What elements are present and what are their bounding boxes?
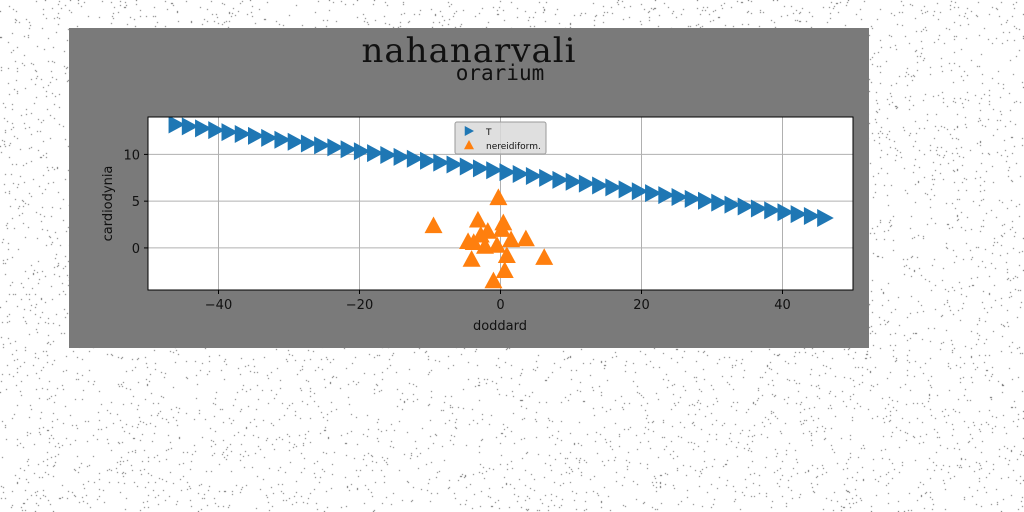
legend-marker <box>464 126 474 136</box>
y-tick-label: 0 <box>132 242 140 257</box>
data-point <box>516 229 535 247</box>
data-point <box>684 189 702 208</box>
data-point <box>393 147 411 166</box>
data-point <box>314 136 331 155</box>
x-tick-label: 0 <box>496 298 504 313</box>
data-point <box>495 261 514 279</box>
x-axis-label: doddard <box>473 319 527 334</box>
data-point <box>168 117 186 134</box>
figure-title: nahanarvali <box>361 31 577 71</box>
data-point <box>248 126 265 145</box>
data-point <box>790 205 808 224</box>
data-point <box>486 161 503 180</box>
data-point <box>631 182 649 201</box>
data-point <box>592 176 609 195</box>
data-point <box>424 216 443 234</box>
data-point <box>525 167 543 186</box>
data-point <box>817 208 834 227</box>
data-point <box>750 199 768 218</box>
data-point <box>287 132 305 151</box>
data-point <box>472 159 490 178</box>
data-point <box>658 186 675 205</box>
data-point <box>195 119 212 138</box>
data-point <box>499 163 517 182</box>
data-point <box>446 155 464 174</box>
data-point <box>484 271 503 289</box>
data-point <box>724 195 742 214</box>
legend-label: nereidiform. <box>486 142 541 152</box>
data-point <box>539 168 556 187</box>
data-point <box>512 165 530 184</box>
x-tick-label: 20 <box>633 298 650 313</box>
data-point <box>492 220 511 237</box>
data-point <box>605 178 623 197</box>
y-tick-label: 10 <box>123 148 140 163</box>
data-point <box>340 140 358 159</box>
data-point <box>468 210 487 228</box>
legend-marker <box>464 140 474 150</box>
data-point <box>261 128 278 147</box>
data-point <box>327 138 345 157</box>
data-point <box>208 121 225 140</box>
data-point <box>221 123 239 142</box>
y-tick-label: 5 <box>132 195 140 210</box>
data-point <box>367 144 384 163</box>
data-point <box>502 230 521 248</box>
data-point <box>274 130 292 149</box>
data-point <box>471 225 490 243</box>
data-point <box>462 250 481 267</box>
data-point <box>353 142 371 161</box>
data-point <box>737 197 755 216</box>
data-point <box>671 187 689 206</box>
data-point <box>420 151 437 170</box>
x-tick-label: −40 <box>205 298 232 313</box>
data-point <box>181 117 199 136</box>
data-point <box>711 193 728 212</box>
legend-label: T <box>485 128 492 138</box>
y-axis-label: cardiodynia <box>101 166 116 242</box>
data-point <box>459 157 477 176</box>
data-point <box>535 248 554 265</box>
data-point <box>777 203 795 222</box>
data-point <box>698 191 715 210</box>
data-point <box>552 170 570 189</box>
data-point <box>487 236 506 253</box>
data-point <box>578 174 596 193</box>
data-point <box>618 180 636 199</box>
data-point <box>433 153 450 172</box>
data-point <box>764 201 781 220</box>
data-point <box>489 188 508 206</box>
x-tick-label: 40 <box>774 298 791 313</box>
data-layer <box>168 117 834 289</box>
data-point <box>803 207 821 226</box>
axes-title: orarium <box>455 61 545 85</box>
data-point <box>565 172 583 191</box>
legend-box <box>454 121 547 155</box>
x-tick-label: −20 <box>346 298 373 313</box>
data-point <box>380 145 397 164</box>
data-point <box>406 149 424 168</box>
data-point <box>300 134 318 153</box>
data-point <box>234 125 252 144</box>
data-point <box>645 184 662 203</box>
data-point <box>497 246 516 264</box>
